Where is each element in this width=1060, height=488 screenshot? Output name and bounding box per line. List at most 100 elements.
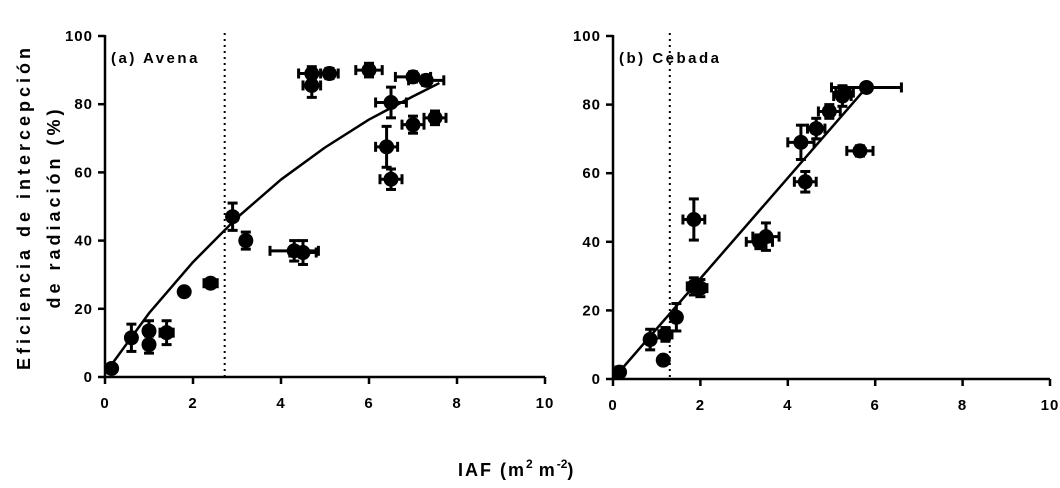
data-point: [751, 221, 781, 252]
data-point: [816, 103, 842, 120]
x-tick-label: 8: [958, 397, 967, 414]
data-point: [832, 84, 853, 108]
data-point: [657, 326, 674, 343]
data-point: [301, 72, 323, 99]
point-marker: [418, 72, 434, 88]
y-tick-label: 60: [582, 165, 601, 182]
point-marker: [383, 94, 399, 110]
data-point: [845, 143, 875, 159]
panel-label: (b) Cebada: [619, 50, 722, 67]
data-point: [176, 284, 192, 300]
point-marker: [655, 352, 671, 368]
point-marker: [852, 143, 868, 159]
point-marker: [383, 171, 399, 187]
point-marker: [176, 284, 192, 300]
point-marker: [159, 325, 175, 341]
data-point: [378, 167, 404, 191]
y-tick-label: 20: [74, 301, 93, 318]
x-tick-label: 10: [1041, 397, 1060, 414]
point-marker: [238, 233, 254, 249]
point-marker: [797, 174, 813, 190]
point-marker: [793, 134, 809, 150]
point-marker: [427, 110, 443, 126]
point-marker: [405, 117, 421, 133]
x-tick-label: 4: [276, 395, 285, 412]
point-marker: [758, 229, 774, 245]
y-tick-label: 40: [74, 233, 93, 250]
data-point: [655, 352, 671, 368]
point-marker: [692, 280, 708, 296]
data-point: [407, 72, 446, 88]
data-point: [692, 278, 709, 299]
fit-line: [103, 81, 440, 375]
point-marker: [141, 337, 157, 353]
point-marker: [379, 139, 395, 155]
data-point: [681, 197, 707, 242]
data-point: [422, 109, 448, 127]
data-point: [123, 322, 139, 353]
data-point: [830, 79, 903, 95]
data-point: [612, 364, 628, 380]
y-tick-label: 20: [582, 302, 601, 319]
data-point: [288, 239, 318, 266]
data-point: [374, 85, 408, 120]
data-point: [268, 239, 320, 263]
x-tick-label: 10: [536, 395, 555, 412]
y-tick-label: 0: [592, 371, 601, 388]
point-marker: [203, 275, 219, 291]
data-point: [225, 201, 241, 232]
y-axis-title-line2: de radiación (%): [44, 105, 64, 308]
data-point: [786, 123, 816, 161]
y-tick-label: 60: [74, 164, 93, 181]
panel-avena: 0 20 40 60 80 100 0 2 4 6 8 10 (a) Avena: [65, 28, 555, 412]
y-tick-label: 80: [582, 97, 601, 114]
point-marker: [834, 88, 850, 104]
point-marker: [808, 121, 824, 137]
data-point: [805, 116, 827, 141]
point-marker: [668, 309, 684, 325]
data-point: [104, 360, 120, 376]
x-tick-label: 6: [871, 397, 880, 414]
x-tick-label: 6: [364, 395, 373, 412]
point-marker: [321, 66, 337, 82]
point-marker: [657, 326, 673, 342]
point-marker: [304, 77, 320, 93]
data-point: [141, 334, 157, 355]
point-marker: [225, 209, 241, 225]
y-tick-label: 100: [65, 28, 93, 45]
panel-cebada: 0 20 40 60 80 100 0 2 4 6 8 10 (b) Cebada: [573, 28, 1060, 414]
point-marker: [686, 212, 702, 228]
data-point: [238, 230, 254, 251]
data-point: [158, 319, 175, 347]
point-marker: [642, 332, 658, 348]
panel-label: (a) Avena: [111, 50, 200, 67]
data-point: [354, 61, 384, 79]
data-point: [792, 169, 818, 194]
y-tick-label: 100: [573, 28, 601, 45]
data-point: [319, 66, 340, 82]
point-marker: [821, 103, 837, 119]
x-tick-label: 0: [608, 397, 617, 414]
data-point: [374, 124, 400, 169]
x-tick-label: 0: [100, 395, 109, 412]
x-tick-label: 4: [783, 397, 792, 414]
point-marker: [295, 245, 311, 261]
y-axis-title-line1: Eficiencia de intercepción: [14, 44, 34, 370]
x-tick-label: 2: [188, 395, 197, 412]
point-marker: [123, 330, 139, 346]
x-axis-title: IAF (m2 m-2): [458, 457, 575, 480]
y-tick-label: 40: [582, 234, 601, 251]
point-marker: [104, 360, 120, 376]
point-marker: [361, 62, 377, 78]
x-tick-label: 2: [696, 397, 705, 414]
data-point: [642, 327, 658, 352]
data-point: [400, 114, 426, 135]
data-point: [668, 302, 684, 333]
point-marker: [612, 364, 628, 380]
data-point: [202, 275, 219, 291]
y-tick-label: 0: [84, 369, 93, 386]
y-tick-label: 80: [74, 96, 93, 113]
x-tick-label: 8: [452, 395, 461, 412]
point-marker: [858, 79, 874, 95]
